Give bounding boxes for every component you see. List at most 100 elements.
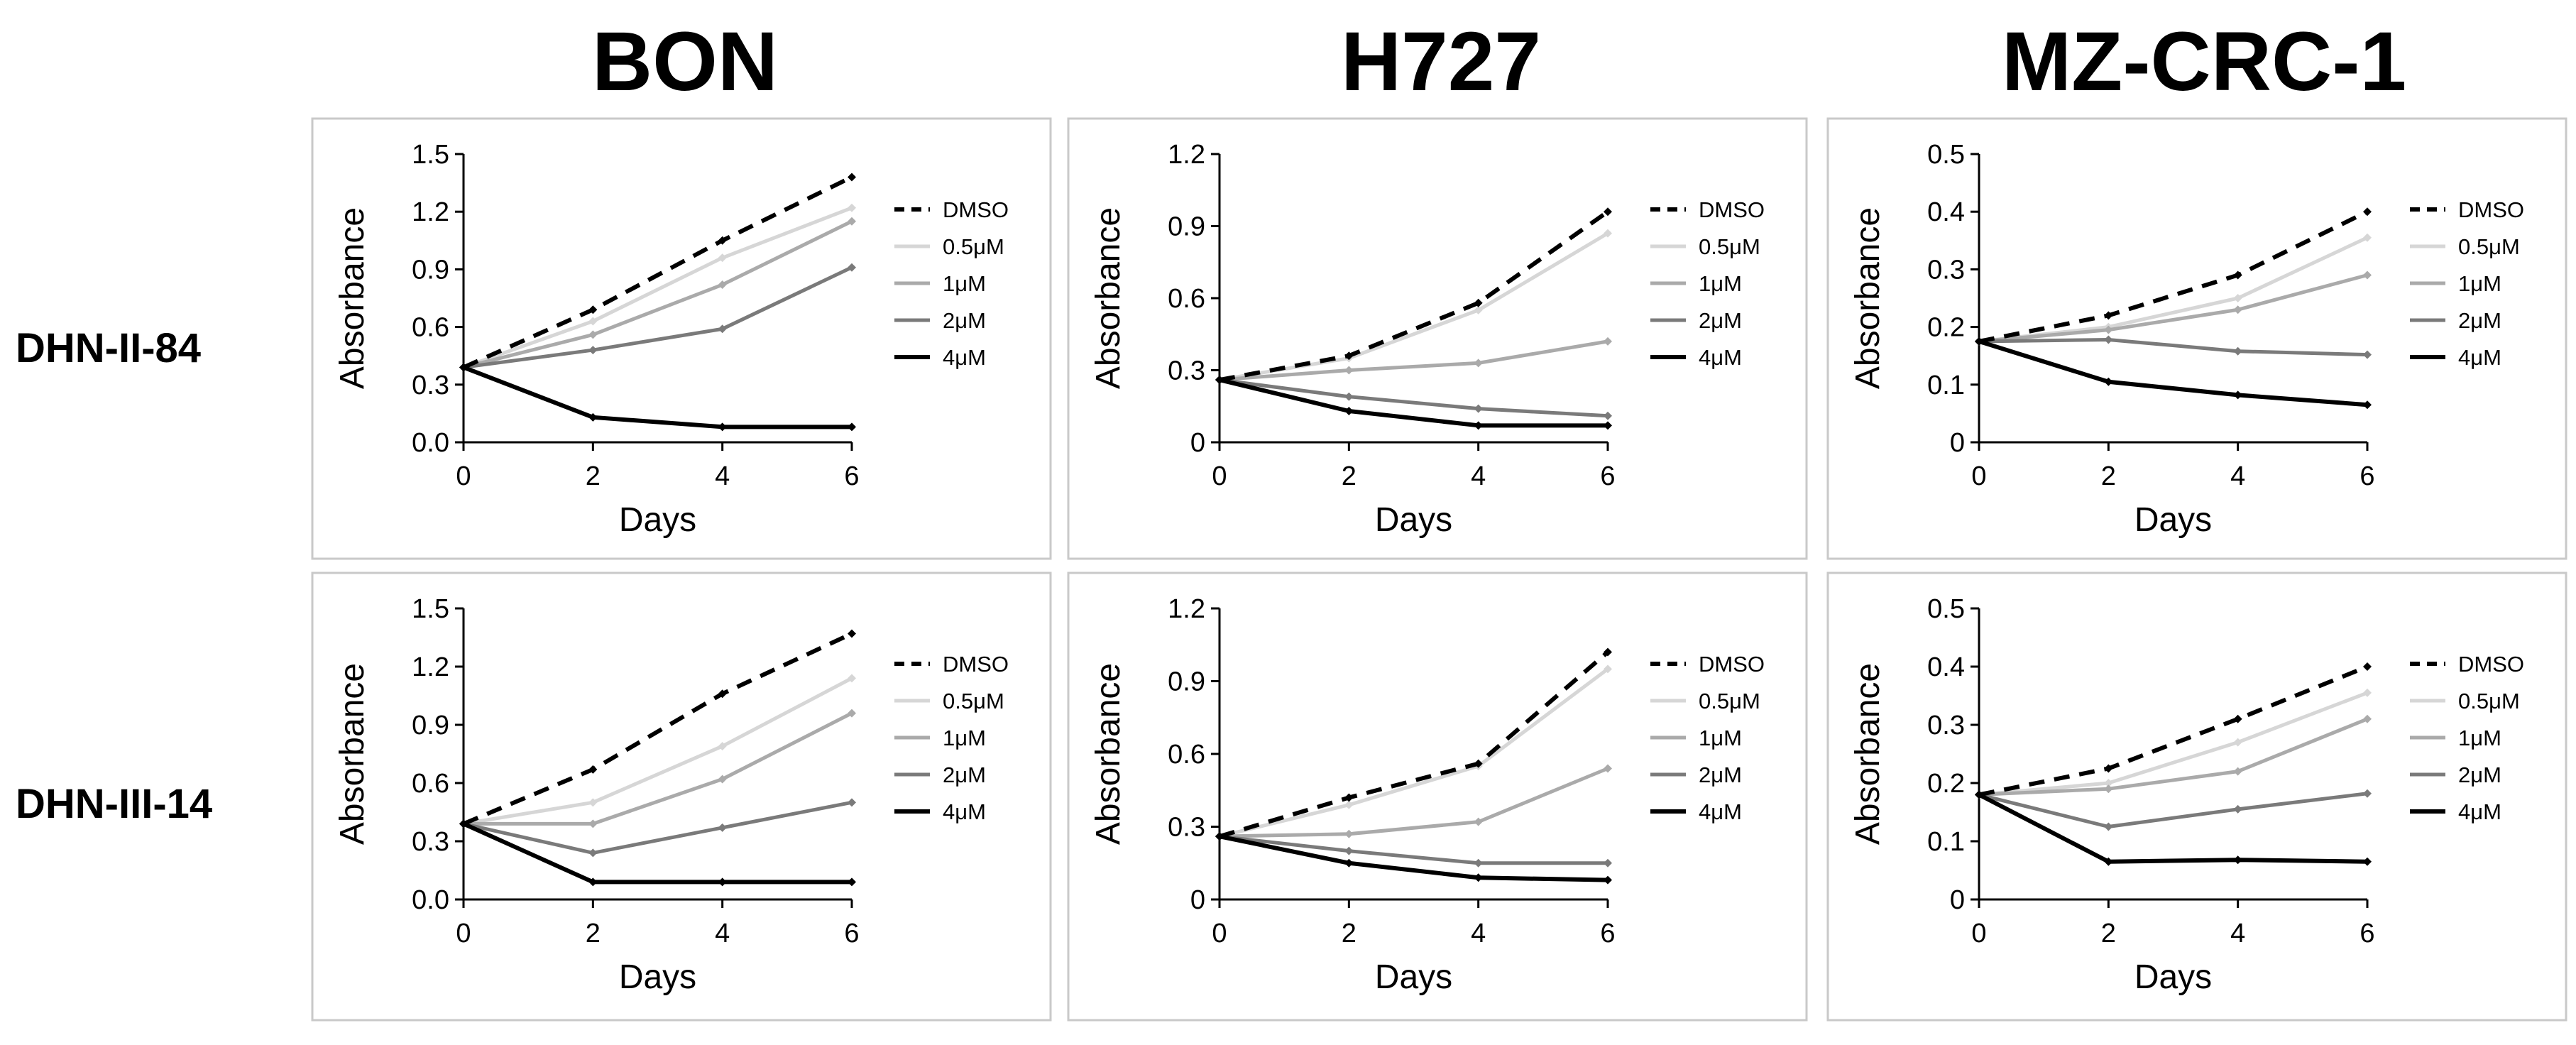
- y-axis-label: Absorbance: [334, 663, 371, 845]
- x-tick-label: 0: [1212, 461, 1227, 491]
- x-axis-label: Days: [1375, 958, 1452, 996]
- x-axis-label: Days: [2134, 958, 2212, 996]
- data-point-4-m: [848, 422, 856, 432]
- chart-panel-dhn-iii-14-h727: 0 0.3 0.6 0.9 1.2 0 2 4 6 Days Absorbance DMSO 0.5μM…: [1067, 571, 1808, 1022]
- legend-label-dmso: DMSO: [1699, 652, 1765, 677]
- data-point-dmso: [1344, 351, 1354, 361]
- series-line-1-m: [464, 711, 853, 826]
- legend-label-2-m: 2μM: [1699, 762, 1742, 787]
- data-point-0-5-m: [1474, 305, 1483, 314]
- legend-label-0-5-m: 0.5μM: [943, 689, 1004, 713]
- legend-label-1-m: 1μM: [1699, 726, 1742, 750]
- data-point-1-m: [1474, 359, 1483, 368]
- x-tick-label: 4: [715, 461, 730, 491]
- data-point-1-m: [2363, 270, 2372, 280]
- legend-label-2-m: 2μM: [2458, 762, 2501, 787]
- series-line-2-m: [1978, 337, 2368, 357]
- y-tick-label: 0.3: [412, 371, 449, 400]
- y-tick-label: 0.9: [1168, 212, 1205, 242]
- series-line-4-m: [1978, 792, 2368, 864]
- legend-label-dmso: DMSO: [1699, 197, 1765, 222]
- data-point-0-5-m: [1604, 229, 1612, 238]
- data-point-1-m: [2104, 784, 2113, 794]
- legend-label-4-m: 4μM: [2458, 799, 2501, 824]
- x-axis-label: Days: [619, 958, 696, 996]
- data-point-1-m: [1604, 764, 1612, 773]
- data-point-4-m: [588, 412, 598, 422]
- data-point-1-m: [848, 708, 856, 718]
- y-tick-label: 0.3: [1927, 711, 1965, 740]
- column-title-h727: H727: [1341, 15, 1541, 109]
- legend-label-4-m: 4μM: [943, 345, 986, 370]
- x-tick-label: 4: [1471, 919, 1486, 948]
- data-point-dmso: [1604, 207, 1612, 217]
- series-line-0-5-m: [463, 206, 853, 369]
- data-point-dmso: [2233, 714, 2242, 723]
- data-point-4-m: [2104, 377, 2113, 386]
- row-title-dhn-ii-84: DHN-II-84: [16, 325, 201, 371]
- x-tick-label: 4: [1471, 461, 1486, 491]
- x-tick-label: 0: [1971, 461, 1986, 491]
- data-point-4-m: [1474, 873, 1483, 882]
- panel-frame: [1067, 117, 1808, 560]
- data-point-4-m: [1604, 421, 1612, 430]
- legend-label-dmso: DMSO: [943, 197, 1009, 222]
- series-line-1-m: [1219, 767, 1608, 838]
- series-line-dmso: [1978, 209, 2369, 344]
- y-tick-label: 0: [1190, 885, 1205, 915]
- x-axis-label: Days: [619, 501, 696, 539]
- legend-label-0-5-m: 0.5μM: [1699, 234, 1760, 259]
- series-line-4-m: [462, 821, 852, 885]
- series-line-0-5-m: [1978, 691, 2368, 797]
- legend-label-2-m: 2μM: [2458, 308, 2501, 333]
- legend-label-2-m: 2μM: [1699, 308, 1742, 333]
- series-line-dmso: [462, 631, 853, 826]
- data-point-2-m: [1344, 846, 1354, 855]
- legend-label-1-m: 1μM: [2458, 271, 2501, 296]
- y-tick-label: 0.6: [1168, 284, 1205, 314]
- data-point-dmso: [1474, 298, 1483, 307]
- data-point-dmso: [588, 765, 598, 774]
- y-axis-label: Absorbance: [1090, 663, 1127, 845]
- data-point-4-m: [2104, 857, 2113, 866]
- data-point-4-m: [2363, 400, 2372, 410]
- y-tick-label: 0.9: [412, 255, 449, 285]
- y-tick-label: 0: [1950, 885, 1965, 915]
- y-tick-label: 0.3: [1927, 255, 1965, 285]
- data-point-dmso: [2104, 311, 2113, 320]
- y-tick-label: 0.1: [1927, 371, 1965, 400]
- data-point-4-m: [1604, 875, 1612, 885]
- series-line-1-m: [1219, 339, 1608, 382]
- x-tick-label: 4: [2230, 919, 2245, 948]
- data-point-2-m: [1474, 858, 1483, 868]
- x-tick-label: 2: [1342, 461, 1356, 491]
- legend-label-1-m: 1μM: [943, 726, 986, 750]
- y-tick-label: 0.9: [412, 711, 449, 740]
- data-point-0-5-m: [588, 317, 598, 326]
- data-point-1-m: [588, 330, 598, 339]
- chart-panel-dhn-ii-84-h727: 0 0.3 0.6 0.9 1.2 0 2 4 6 Days Absorbance DMSO 0.5μM…: [1067, 117, 1808, 560]
- legend-label-0-5-m: 0.5μM: [1699, 689, 1760, 713]
- x-tick-label: 2: [586, 461, 601, 491]
- y-axis-label: Absorbance: [334, 207, 371, 389]
- data-point-dmso: [1474, 759, 1483, 768]
- x-tick-label: 0: [456, 461, 471, 491]
- y-axis-label: Absorbance: [1849, 663, 1887, 845]
- data-point-0-5-m: [718, 742, 727, 751]
- y-tick-label: 0: [1950, 428, 1965, 458]
- y-tick-label: 0.1: [1927, 827, 1965, 857]
- panel-frame: [1067, 571, 1808, 1022]
- y-tick-label: 1.2: [412, 197, 449, 227]
- data-point-0-5-m: [718, 253, 727, 263]
- data-point-1-m: [588, 819, 598, 828]
- data-point-1-m: [2363, 714, 2372, 723]
- x-tick-label: 0: [456, 919, 471, 948]
- row-title-dhn-iii-14: DHN-III-14: [16, 781, 212, 827]
- data-point-1-m: [1344, 829, 1354, 838]
- y-tick-label: 0.6: [412, 769, 449, 799]
- x-axis-label: Days: [1375, 501, 1452, 539]
- data-point-0-5-m: [848, 674, 856, 683]
- x-tick-label: 6: [844, 919, 859, 948]
- data-point-dmso: [2363, 207, 2372, 217]
